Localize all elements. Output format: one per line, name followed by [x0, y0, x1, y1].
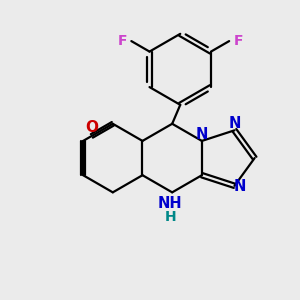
- Text: F: F: [233, 34, 243, 48]
- Text: N: N: [233, 179, 245, 194]
- Text: N: N: [228, 116, 241, 131]
- Text: F: F: [118, 34, 127, 48]
- Text: O: O: [85, 119, 98, 134]
- Text: H: H: [164, 210, 176, 224]
- Text: NH: NH: [158, 196, 182, 211]
- Text: N: N: [196, 127, 208, 142]
